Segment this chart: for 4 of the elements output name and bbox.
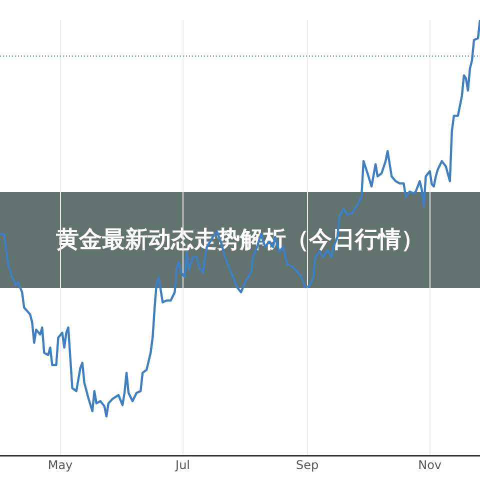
x-tick-label: Sep [296,458,319,472]
x-tick-label: May [48,458,73,472]
x-tick-label: Nov [418,458,442,472]
x-tick-label: Jul [174,458,190,472]
